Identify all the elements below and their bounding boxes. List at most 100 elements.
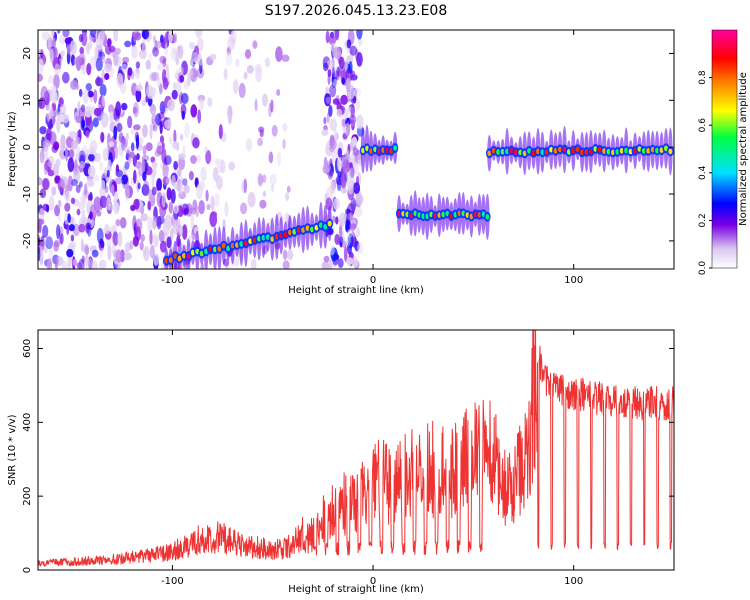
spectrogram-noise-blob — [83, 183, 88, 196]
spectrogram-noise-blob — [48, 246, 53, 260]
spectrogram-noise-blob — [282, 123, 288, 132]
spectrogram-noise-blob — [79, 46, 84, 55]
rising-track-peak — [208, 246, 213, 252]
spectrogram-noise-blob — [164, 43, 168, 56]
spectrogram-noise-blob — [173, 205, 180, 214]
spectrogram-noise-blob — [54, 258, 59, 269]
spectrogram-noise-blob — [184, 122, 190, 138]
spectrogram-noise-blob — [141, 30, 149, 40]
spectrogram-noise-blob — [259, 199, 267, 209]
spectrogram-noise-blob — [247, 192, 256, 208]
spectrogram-noise-blob — [127, 68, 131, 81]
spectrogram-noise-blob — [106, 175, 113, 183]
spectrogram-noise-blob — [152, 166, 157, 178]
snr-x-ticks: -100 0 100 — [161, 330, 583, 587]
spectrogram-noise-blob — [48, 195, 55, 211]
spectrogram-noise-blob — [85, 130, 90, 139]
spectrogram-noise-blob — [206, 204, 211, 210]
spectrogram-noise-blob — [100, 131, 105, 143]
spectrogram-noise-blob — [322, 62, 329, 72]
track-3-peak — [487, 150, 492, 157]
colorbar-gradient — [712, 30, 737, 268]
spectrogram-noise-blob — [342, 159, 350, 174]
spectrogram-noise-blob — [157, 63, 165, 71]
spectrogram-noise-blob — [113, 30, 119, 42]
spectrogram-noise-blob — [115, 169, 124, 178]
spectrogram-noise-blob — [47, 75, 54, 84]
spectrogram-noise-blob — [159, 135, 165, 144]
spectrogram-noise-blob — [112, 50, 119, 66]
spectrogram-noise-blob — [209, 53, 217, 61]
spectrogram-noise-blob — [42, 139, 51, 148]
spectrogram-noise-blob — [98, 259, 107, 269]
spectrogram-noise-blob — [224, 201, 229, 217]
rising-track-peak — [296, 227, 301, 233]
spectrogram-noise-blob — [164, 214, 173, 230]
spectrogram-noise-blob — [38, 73, 43, 82]
snr-series-line — [38, 330, 674, 567]
spectrogram-noise-blob — [76, 262, 83, 269]
spectrogram-noise-blob — [116, 72, 124, 89]
spectrogram-noise-blob — [349, 223, 357, 230]
spectrogram-noise-blob — [43, 160, 49, 176]
spectrogram-noise-blob — [250, 258, 257, 269]
spectrogram-noise-blob — [75, 115, 83, 124]
spectrogram-noise-blob — [133, 124, 141, 131]
spectrogram-noise-blob — [54, 204, 61, 217]
snr-x-tick-label: 0 — [370, 576, 376, 587]
spectrogram-noise-blob — [172, 141, 180, 150]
spectrogram-noise-blob — [252, 40, 258, 49]
snr-xlabel: Height of straight line (km) — [288, 584, 424, 595]
spectrogram-noise-blob — [85, 83, 93, 92]
spectrogram-noise-blob — [327, 69, 332, 78]
spectrogram-noise-blob — [82, 88, 89, 105]
spectrogram-noise-blob — [341, 187, 347, 194]
spectrogram-noise-blob — [69, 40, 77, 55]
spectrogram-noise-blob — [121, 63, 128, 73]
spectrogram-noise-blob — [85, 222, 92, 230]
spectrogram-noise-blob — [140, 234, 145, 243]
spectrogram-noise-blob — [188, 170, 194, 181]
rising-track-peak — [177, 255, 182, 262]
spectrogram-noise-blob — [139, 241, 144, 251]
spectrogram-noise-blob — [38, 97, 46, 110]
spectrogram-noise-blob — [162, 176, 169, 186]
spectrogram-noise-blob — [340, 94, 348, 105]
track-1-peak — [389, 148, 393, 154]
spectrogram-noise-blob — [108, 141, 115, 148]
spectrogram-noise-blob — [100, 195, 105, 206]
spectrogram-noise-blob — [325, 96, 331, 104]
spectrogram-noise-blob — [334, 233, 340, 245]
spectrogram-noise-blob — [135, 61, 141, 69]
spectrogram-noise-blob — [235, 58, 240, 67]
spectrogram-noise-blob — [87, 194, 93, 202]
spectrogram-noise-blob — [115, 249, 122, 263]
spectrogram-noise-blob — [66, 248, 74, 258]
spectrogram-noise-blob — [75, 184, 81, 194]
spectrogram-noise-blob — [62, 71, 70, 84]
track-3-peak — [540, 149, 545, 155]
spectrogram-noise-blob — [39, 126, 47, 135]
track-3-peak — [664, 145, 668, 152]
spectrogram-noise-blob — [72, 167, 81, 183]
spectrogram-noise-blob — [86, 63, 92, 76]
spectrogram-noise-blob — [68, 224, 75, 232]
spectrogram-noise-blob — [43, 243, 48, 254]
spectrogram-noise-blob — [196, 154, 202, 163]
spectrogram-noise-blob — [199, 97, 204, 111]
spectrogram-noise-blob — [134, 68, 141, 79]
spectrogram-noise-blob — [50, 90, 58, 104]
spectrogram-noise-blob — [328, 104, 333, 117]
spectrogram-noise-blob — [159, 83, 163, 95]
spectrogram-noise-blob — [207, 97, 213, 107]
spectrogram-noise-blob — [89, 146, 96, 155]
spectrogram-noise-blob — [340, 67, 346, 78]
spectrogram-noise-blob — [177, 45, 184, 59]
spectrogram-noise-blob — [89, 211, 93, 220]
spectrogram-noise-blob — [159, 101, 166, 114]
spectrogram-noise-blob — [355, 206, 363, 218]
colorbar-tick-label: 0.0 — [698, 261, 708, 276]
spectrogram-noise-blob — [164, 119, 172, 130]
spectrogram-noise-blob — [171, 89, 178, 100]
spectrogram-noise-blob — [232, 79, 239, 94]
